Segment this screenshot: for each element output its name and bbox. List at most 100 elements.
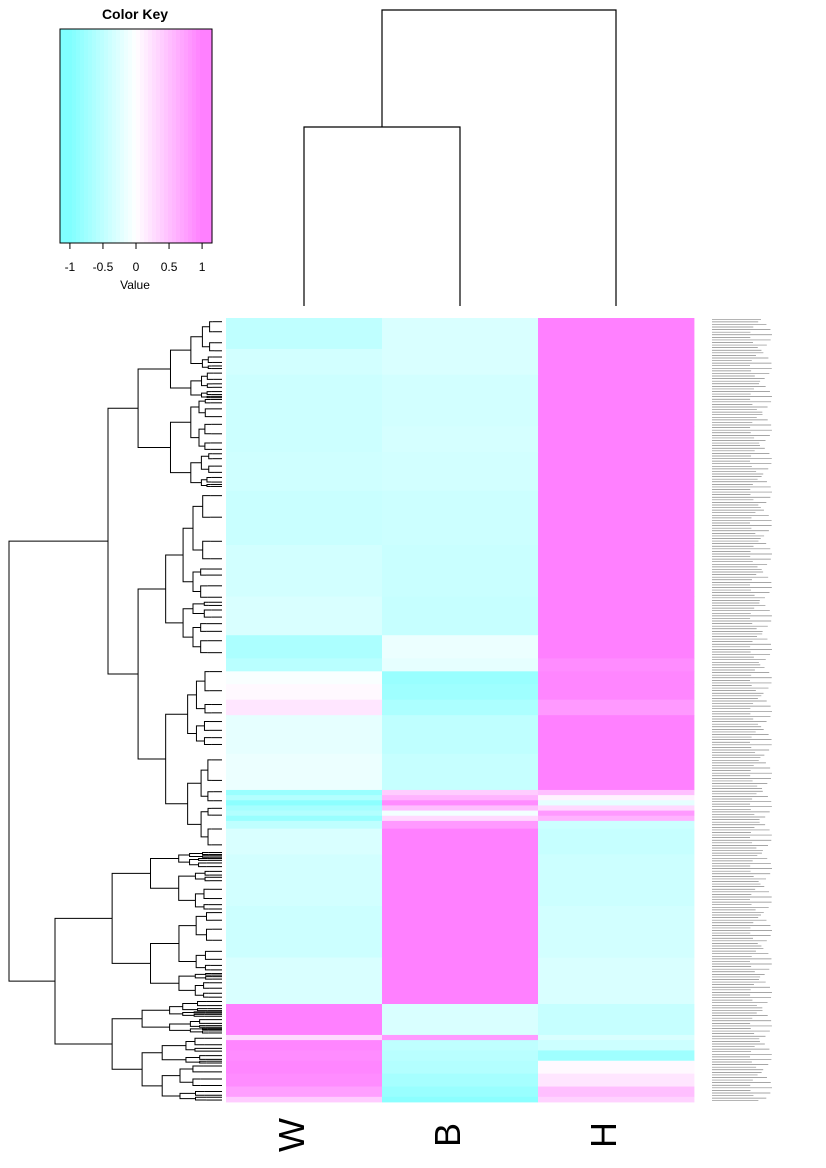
heatmap-cell — [538, 795, 695, 801]
heatmap-cell — [382, 1073, 539, 1087]
row-dendrogram-branch — [201, 375, 208, 387]
row-dendrogram-branch — [207, 759, 212, 781]
column-labels: W B H — [271, 1118, 624, 1152]
row-dendrogram-branch — [204, 408, 212, 418]
color-key-step — [68, 29, 73, 243]
color-key-step — [140, 29, 145, 243]
row-dendrogram-branch — [205, 976, 213, 980]
color-key-gradient — [60, 29, 213, 243]
heatmap-cell — [538, 957, 695, 1005]
row-dendrogram-branch — [201, 359, 209, 368]
heatmap-cell — [226, 658, 383, 672]
heatmap-cell — [382, 596, 539, 636]
heatmap-cell — [538, 906, 695, 958]
row-dendrogram-branch — [141, 1009, 170, 1028]
row-dendrogram-branch — [169, 421, 191, 474]
heatmap-cell — [226, 906, 383, 958]
row-dendrogram-branch — [200, 585, 208, 598]
heatmap-cell — [226, 1034, 383, 1041]
color-key-step — [136, 29, 141, 243]
color-key-xlabel: Value — [120, 278, 150, 292]
color-key-step — [132, 29, 137, 243]
color-key-step — [104, 29, 109, 243]
heatmap-cell — [538, 715, 695, 755]
row-dendrogram-branch — [165, 554, 184, 624]
row-dendrogram — [8, 321, 222, 1101]
row-dendrogram-branch — [208, 453, 213, 460]
row-dendrogram-branch — [204, 442, 211, 450]
heatmap-cell — [538, 544, 695, 597]
heatmap-cell — [538, 1060, 695, 1075]
row-dendrogram-branch — [208, 465, 215, 473]
row-dendrogram-branch — [192, 505, 203, 551]
color-key-step — [72, 29, 77, 243]
row-dendrogram-branch — [161, 1045, 186, 1061]
row-dendrogram-branch — [207, 828, 212, 846]
color-key-title: Color Key — [102, 6, 168, 22]
heatmap-cell — [226, 1004, 383, 1036]
heatmap-cell — [382, 658, 539, 672]
color-key-step — [84, 29, 89, 243]
row-dendrogram-branch — [203, 609, 212, 618]
heatmap-cell — [538, 1096, 695, 1103]
row-dendrogram-branch — [199, 1019, 206, 1024]
row-dendrogram-branch — [200, 455, 209, 470]
heatmap-cell — [226, 1073, 383, 1087]
row-dendrogram-branch — [207, 365, 212, 370]
color-key-step — [76, 29, 81, 243]
row-dendrogram-branch — [203, 982, 210, 989]
color-key-step — [184, 29, 189, 243]
column-label-b: B — [427, 1123, 468, 1147]
color-key-step — [100, 29, 105, 243]
row-dendrogram-branch — [199, 1055, 206, 1060]
row-dendrogram-branch — [206, 391, 212, 396]
row-dendrogram-branch — [189, 1020, 200, 1027]
heatmap-cell — [226, 490, 383, 546]
heatmap-cell — [538, 684, 695, 701]
heatmap-cell — [538, 596, 695, 636]
row-dendrogram-branch — [189, 858, 199, 866]
row-dendrogram-branch — [205, 928, 213, 941]
row-dendrogram-branch — [195, 915, 207, 936]
row-dendrogram-branch — [182, 608, 193, 638]
heatmap-cell — [226, 635, 383, 659]
row-dendrogram-branch — [207, 356, 213, 363]
heatmap-cell — [538, 828, 695, 855]
heatmap-cell — [382, 1050, 539, 1062]
heatmap-cell — [226, 810, 383, 817]
color-key-tick-label: 0.5 — [161, 260, 178, 274]
row-dendrogram-branch — [178, 854, 190, 863]
row-dendrogram-branch — [169, 1023, 191, 1031]
color-key-step — [192, 29, 197, 243]
row-dendrogram-branch — [205, 973, 212, 976]
row-dendrogram-branch — [185, 1040, 195, 1051]
heatmap-cell — [382, 753, 539, 791]
heatmap-cell — [382, 789, 539, 796]
heatmap-cell — [226, 699, 383, 716]
row-dendrogram-branch — [189, 1028, 203, 1033]
row-dendrogram-branch — [206, 476, 212, 483]
color-key-step — [160, 29, 165, 243]
row-dendrogram-branch — [203, 601, 209, 606]
row-dendrogram-branch — [206, 395, 211, 399]
heatmap-cell — [226, 1040, 383, 1051]
row-dendrogram-branch — [199, 1025, 206, 1028]
color-key-step — [188, 29, 193, 243]
row-dendrogram-branch — [201, 1027, 208, 1030]
row-dendrogram-branch — [198, 862, 207, 868]
color-key: Color Key -1 -0.5 0 0.5 1 Value — [59, 6, 213, 292]
heatmap-cell — [382, 795, 539, 801]
row-dendrogram-branch — [141, 1052, 163, 1087]
row-dendrogram-branch — [182, 527, 194, 583]
heatmap-cell — [538, 374, 695, 427]
heatmap-cell — [382, 828, 539, 855]
color-key-step — [128, 29, 133, 243]
color-key-step — [96, 29, 101, 243]
color-key-step — [152, 29, 157, 243]
heatmap-cell — [538, 1050, 695, 1062]
column-dendrogram — [303, 9, 617, 306]
heatmap-cell — [382, 906, 539, 958]
heatmap-cell — [226, 753, 383, 791]
row-dendrogram-branch — [198, 400, 206, 414]
